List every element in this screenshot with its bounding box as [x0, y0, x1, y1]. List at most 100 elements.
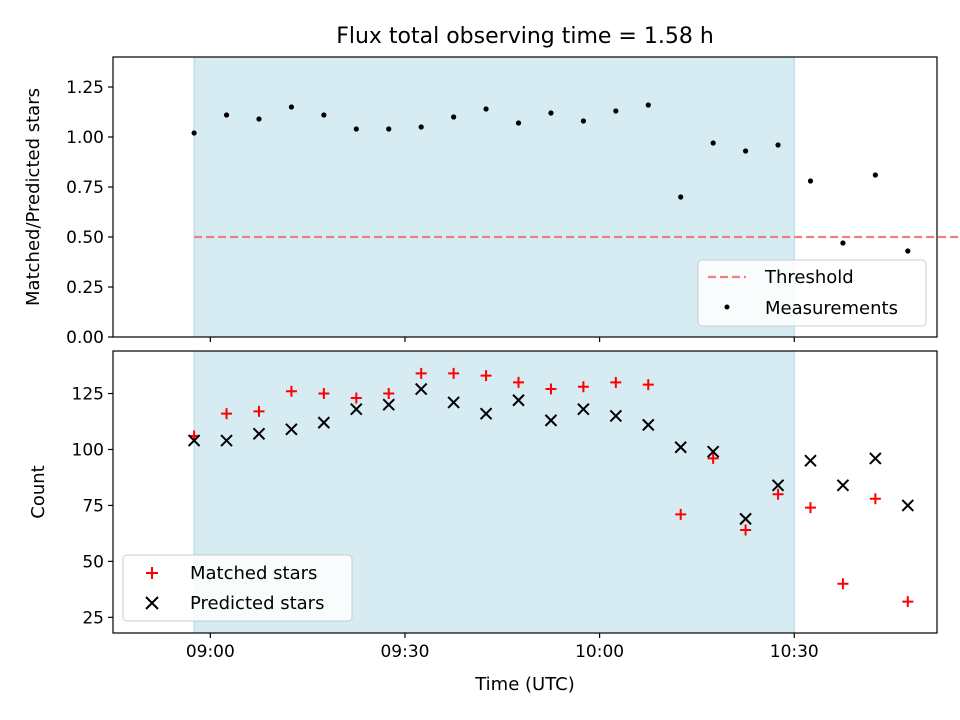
predicted-star-point	[414, 382, 428, 396]
legend-measurements-swatch	[724, 304, 730, 310]
predicted-star-point	[706, 445, 720, 458]
measurement-point	[451, 114, 457, 120]
top-y-tick-label: 1.25	[66, 78, 104, 98]
predicted-star-point	[479, 407, 493, 420]
top-axes-frame	[112, 56, 938, 338]
matched-star-point	[804, 502, 816, 514]
bottom-y-tick-label: 25	[82, 608, 104, 628]
matched-star-point	[350, 392, 362, 404]
measurement-point	[321, 112, 327, 118]
matched-star-point	[480, 370, 492, 382]
measurement-point	[256, 116, 262, 122]
predicted-star-point	[512, 394, 525, 407]
measurement-point	[515, 120, 522, 126]
predicted-star-point	[252, 427, 266, 441]
measurement-point	[678, 194, 684, 200]
bottom-axis-ticks: 25 50 75 100 125 09:00 09:30 10:00 10:30	[72, 385, 819, 662]
matched-star-point	[869, 493, 881, 505]
measurement-point	[580, 118, 586, 124]
bottom-y-tick-label: 100	[72, 440, 104, 460]
top-legend: Threshold Measurements	[697, 259, 927, 327]
matched-star-point	[740, 524, 752, 536]
measurement-point	[613, 108, 619, 114]
measurement-point	[775, 142, 781, 148]
predicted-star-point	[674, 441, 687, 454]
measurement-point	[872, 172, 878, 178]
predicted-star-point	[317, 416, 331, 429]
measurement-point	[742, 148, 749, 154]
top-legend-box	[697, 259, 927, 327]
predicted-star-point	[285, 423, 298, 436]
matched-star-point	[383, 388, 395, 400]
predicted-star-point	[220, 434, 233, 447]
legend-matched-label: Matched stars	[190, 563, 317, 584]
matched-star-point	[285, 385, 297, 397]
matched-star-point	[707, 452, 719, 464]
top-y-tick-label: 0.75	[66, 178, 104, 198]
predicted-star-point	[609, 409, 623, 423]
bottom-y-tick-label: 125	[72, 385, 104, 405]
x-tick-label: 09:00	[186, 642, 235, 662]
matched-star-point	[902, 596, 914, 608]
x-tick-label: 10:30	[770, 642, 819, 662]
predicted-star-point	[544, 414, 558, 427]
measurement-point	[418, 124, 424, 130]
matched-star-point	[837, 578, 849, 590]
matched-star-point	[448, 367, 460, 379]
matched-stars-series	[188, 367, 914, 608]
matched-star-point	[513, 376, 525, 388]
measurement-point	[353, 126, 359, 132]
measurement-point	[386, 126, 392, 132]
legend-matched-swatch	[146, 567, 158, 579]
predicted-star-point	[187, 434, 201, 447]
predicted-star-point	[447, 396, 460, 409]
measurement-point	[548, 110, 554, 116]
legend-threshold-label: Threshold	[764, 267, 854, 288]
measurement-point	[223, 112, 230, 118]
top-y-tick-label: 0.50	[66, 228, 104, 248]
matched-star-point	[545, 383, 557, 395]
top-y-axis-label: Matched/Predicted stars	[23, 88, 44, 306]
predicted-star-point	[577, 402, 590, 416]
matched-star-point	[318, 388, 330, 400]
top-y-tick-label: 1.00	[66, 128, 104, 148]
matched-star-point	[221, 408, 233, 420]
legend-measurements-label: Measurements	[765, 298, 898, 319]
predicted-star-point	[804, 454, 817, 467]
bottom-legend-box	[122, 554, 353, 622]
matched-star-point	[415, 367, 427, 379]
top-panel: 0.00 0.25 0.50 0.75 1.00 1.25 Matched/Predict…	[23, 56, 960, 348]
predicted-star-point	[869, 452, 882, 465]
bottom-y-tick-label: 75	[82, 496, 104, 516]
x-tick-label: 09:30	[380, 642, 429, 662]
predicted-star-point	[642, 418, 655, 432]
measurements-series	[191, 102, 911, 254]
top-y-tick-label: 0.25	[66, 278, 104, 298]
chart-title: Flux total observing time = 1.58 h	[336, 24, 714, 49]
measurement-point	[905, 248, 911, 254]
matched-star-point	[253, 405, 265, 417]
legend-predicted-label: Predicted stars	[190, 593, 324, 614]
predicted-star-point	[739, 512, 752, 526]
predicted-star-point	[836, 479, 850, 492]
matched-star-point	[642, 379, 654, 391]
predicted-star-point	[382, 398, 395, 411]
bottom-y-tick-label: 50	[82, 552, 104, 572]
x-tick-label: 10:00	[575, 642, 624, 662]
top-axis-ticks: 0.00 0.25 0.50 0.75 1.00 1.25	[66, 78, 795, 348]
matched-star-point	[675, 508, 687, 520]
top-shaded-region	[193, 56, 795, 338]
measurement-point	[483, 106, 489, 112]
top-y-tick-label: 0.00	[66, 328, 104, 348]
measurement-point	[645, 102, 651, 108]
bottom-y-axis-label: Count	[28, 465, 49, 518]
x-axis-label: Time (UTC)	[474, 674, 575, 695]
measurement-point	[710, 140, 716, 146]
measurement-point	[840, 240, 846, 246]
measurement-point	[288, 104, 295, 110]
predicted-star-point	[901, 499, 915, 512]
legend-predicted-swatch	[145, 596, 159, 610]
matched-star-point	[772, 488, 784, 500]
predicted-stars-series	[187, 382, 915, 526]
